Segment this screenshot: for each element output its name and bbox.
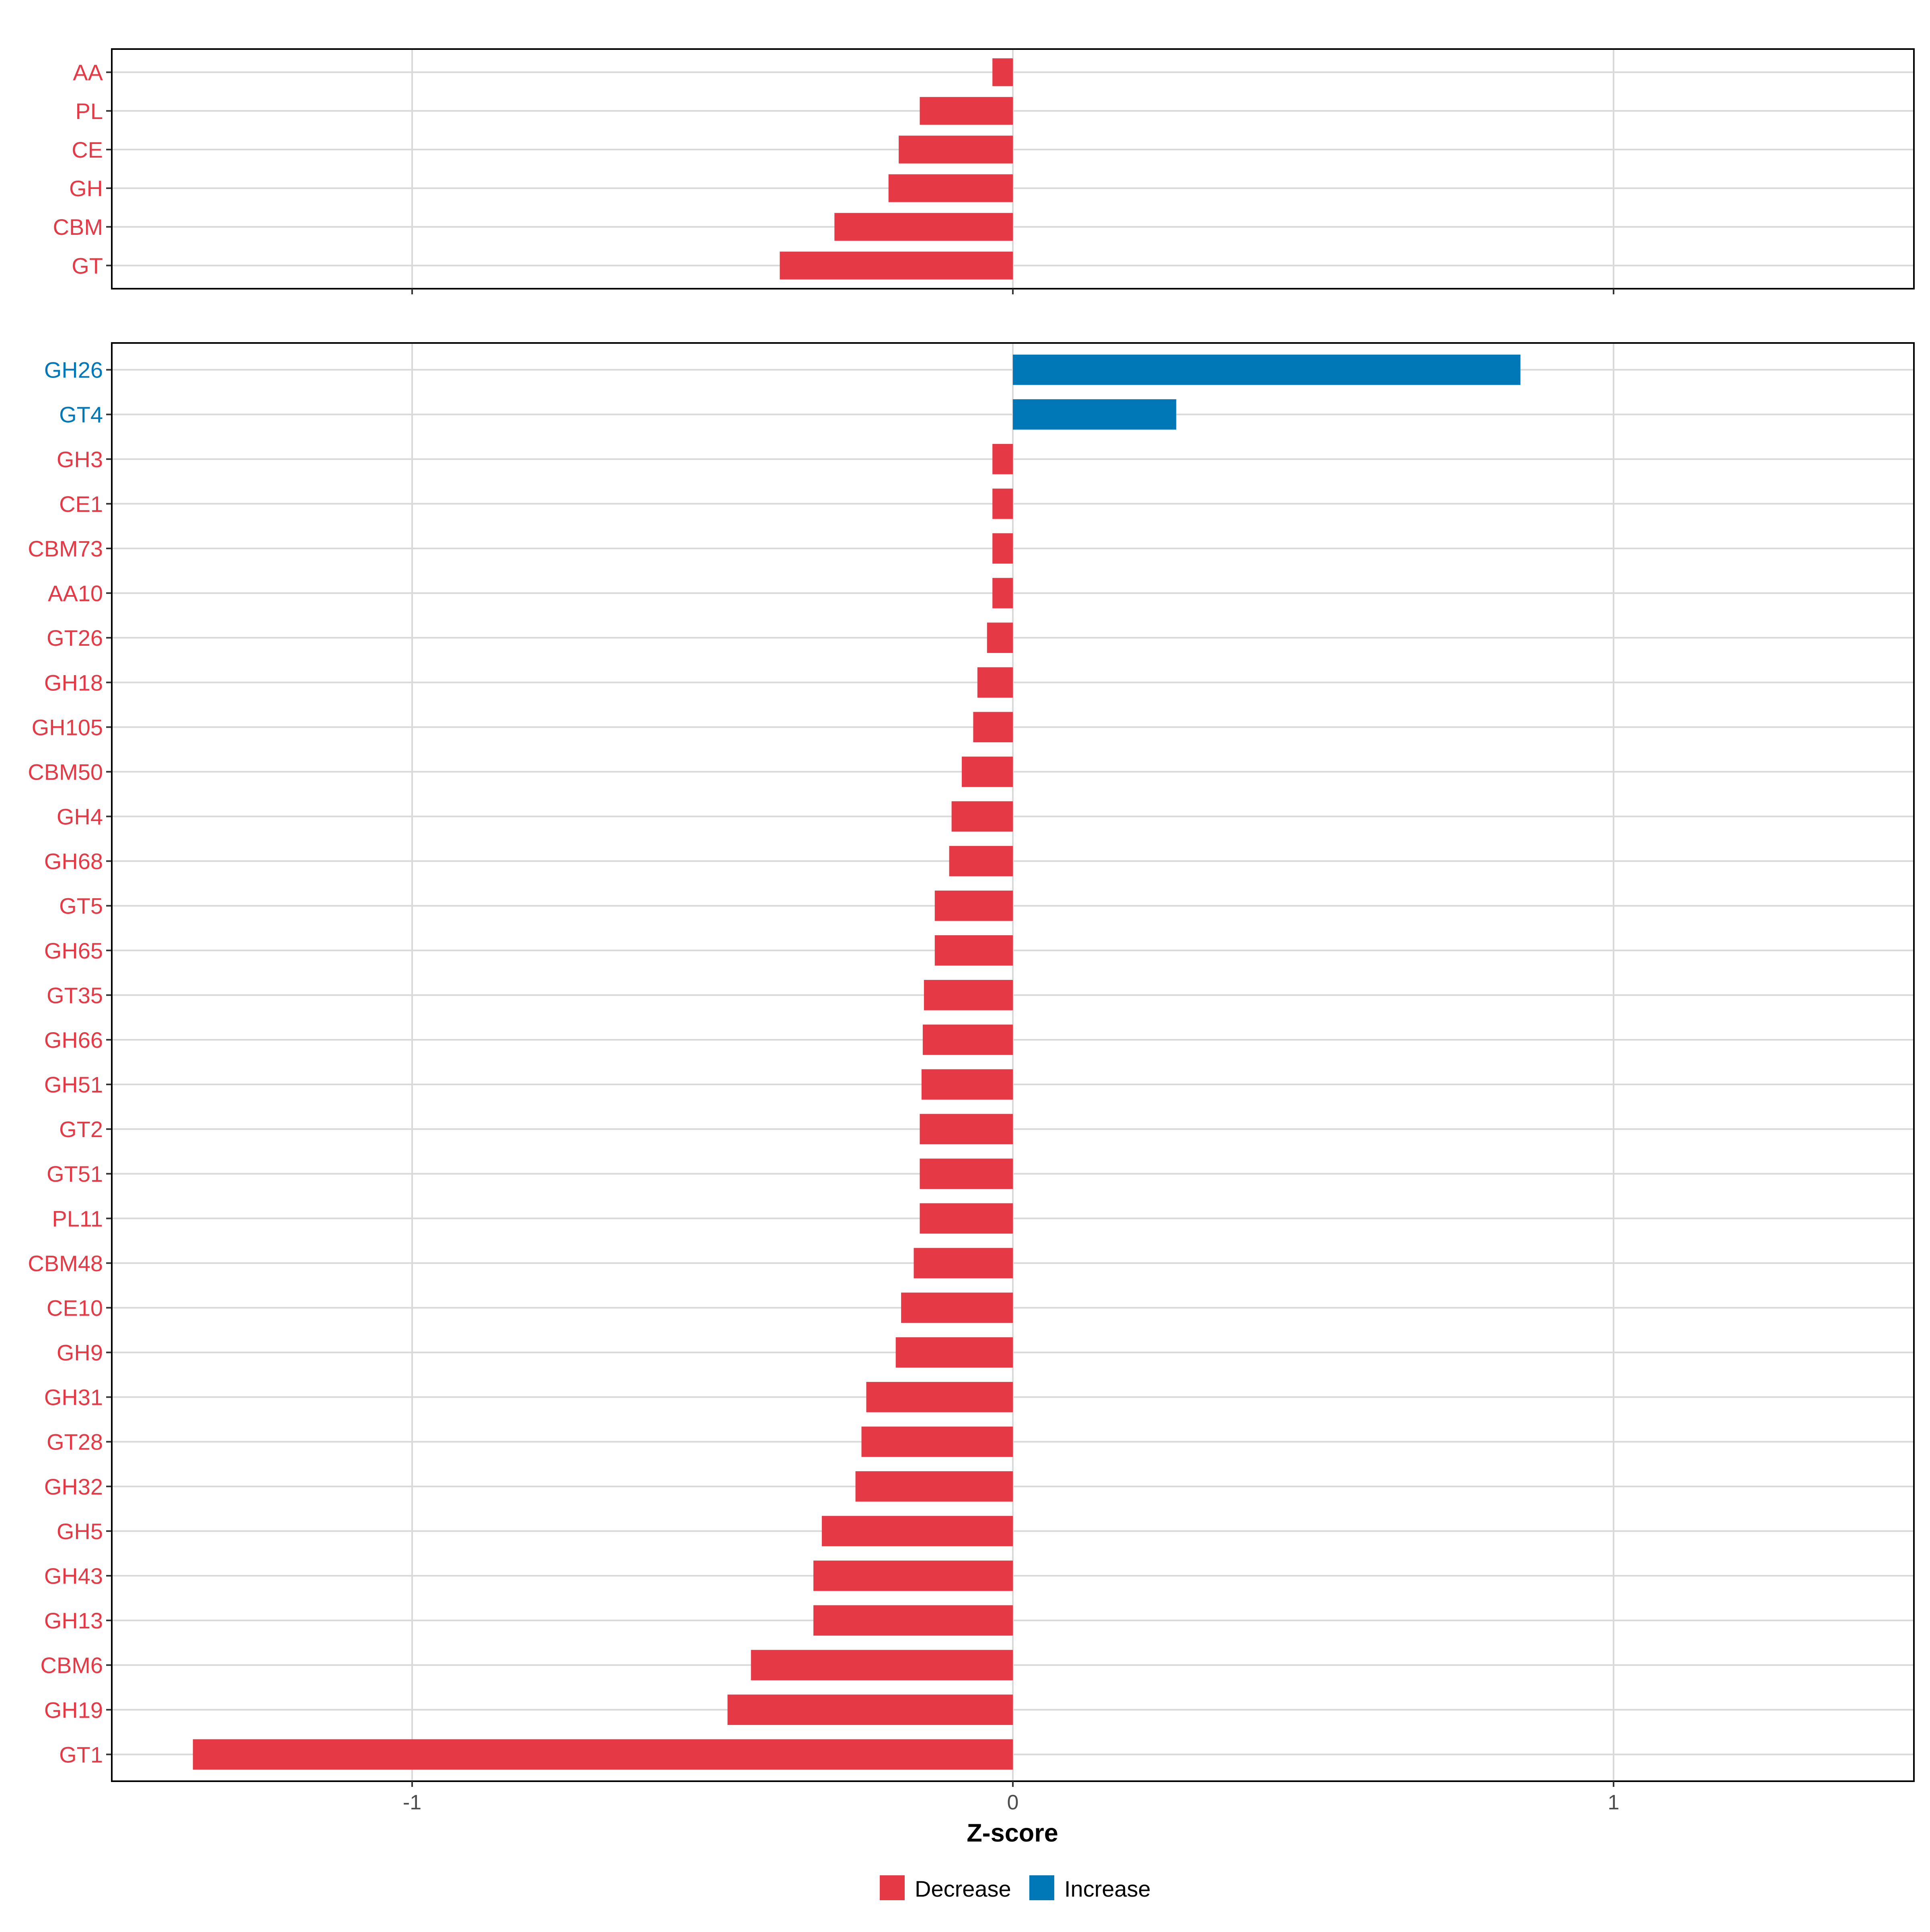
bottom-category-label: GT26	[47, 625, 103, 651]
top-category-label: AA	[73, 60, 103, 85]
bottom-bar-aa10	[992, 578, 1013, 608]
bottom-category-label: PL11	[52, 1206, 103, 1231]
bottom-category-label: GH65	[44, 938, 103, 963]
bottom-bar-gt35	[924, 980, 1013, 1010]
bottom-bar-gh5	[821, 1516, 1013, 1546]
bottom-category-label: GH19	[44, 1697, 103, 1723]
bottom-bar-gt5	[934, 890, 1013, 921]
bottom-bar-gh3	[992, 444, 1013, 474]
top-panel: AA PL CE GH CBM GT	[53, 48, 1915, 294]
top-bar-pl	[920, 97, 1013, 125]
bottom-bar-ce1	[992, 489, 1013, 519]
bottom-bar-gh32	[855, 1471, 1013, 1502]
bottom-category-label: GH68	[44, 849, 103, 874]
bottom-category-label: CBM73	[28, 536, 103, 561]
bottom-category-label: GH31	[44, 1385, 103, 1410]
bottom-category-label: CBM50	[28, 759, 103, 784]
bottom-bar-gh43	[813, 1560, 1013, 1591]
top-bar-ce	[899, 136, 1013, 164]
bottom-category-label: GH4	[57, 804, 103, 829]
bottom-bar-gh18	[977, 667, 1013, 698]
top-bar-gh	[888, 174, 1013, 202]
bottom-bar-cbm6	[751, 1650, 1013, 1680]
x-axis-title: Z-score	[967, 1819, 1058, 1847]
bottom-bar-gh105	[973, 712, 1013, 743]
bottom-category-label: CBM6	[40, 1653, 103, 1678]
bottom-category-label: GH9	[57, 1340, 103, 1365]
bottom-category-label: GH5	[57, 1519, 103, 1544]
bottom-bar-gt51	[920, 1158, 1013, 1189]
bottom-category-label: GT35	[47, 983, 103, 1008]
bottom-bar-cbm73	[992, 533, 1013, 564]
bottom-bar-gh9	[895, 1337, 1013, 1368]
bottom-bar-gh68	[949, 846, 1013, 877]
bottom-category-label: GH13	[44, 1608, 103, 1633]
bottom-bar-gh13	[813, 1605, 1013, 1636]
bottom-bar-gh31	[866, 1382, 1013, 1413]
bottom-bar-gh51	[921, 1069, 1013, 1100]
top-bar-aa	[992, 58, 1013, 86]
bottom-category-label: GH26	[44, 357, 103, 383]
bottom-category-label: GH105	[32, 714, 103, 740]
x-tick-label: 0	[1007, 1791, 1019, 1814]
bottom-bar-gh66	[922, 1025, 1013, 1055]
bottom-bar-gh4	[951, 801, 1013, 832]
bottom-category-label: GT51	[47, 1161, 103, 1187]
legend-label-increase: Increase	[1064, 1876, 1151, 1901]
bottom-bar-gt28	[861, 1426, 1013, 1457]
bottom-category-label: CE1	[59, 491, 103, 517]
bottom-category-label: GT5	[59, 893, 103, 919]
bottom-bar-cbm48	[914, 1248, 1013, 1279]
legend-label-decrease: Decrease	[915, 1876, 1011, 1901]
bottom-category-label: AA10	[48, 581, 103, 606]
bottom-bar-gt1	[193, 1739, 1013, 1770]
bottom-bar-gt4	[1013, 399, 1176, 430]
top-bar-cbm	[834, 213, 1013, 241]
legend-swatch-increase	[1029, 1875, 1054, 1900]
bottom-panel: GH26 GT4 GH3 CE1 CBM73 AA10 GT26 GH18 GH105 CBM50…	[28, 342, 1915, 1814]
bottom-category-label: GH51	[44, 1072, 103, 1097]
bottom-bar-pl11	[920, 1203, 1013, 1234]
top-category-label: CE	[72, 137, 103, 162]
bottom-category-label: GT28	[47, 1429, 103, 1455]
bottom-bar-gh26	[1013, 354, 1521, 385]
top-category-label: GH	[69, 176, 103, 201]
bottom-category-label: CBM48	[28, 1250, 103, 1276]
legend: Decrease Increase	[880, 1875, 1151, 1901]
x-tick-label: 1	[1608, 1791, 1620, 1814]
bottom-category-label: GT1	[59, 1742, 103, 1767]
top-category-label: GT	[72, 253, 103, 278]
bottom-category-label: GH43	[44, 1563, 103, 1589]
bottom-category-label: CE10	[47, 1295, 103, 1320]
legend-swatch-decrease	[880, 1875, 905, 1900]
bottom-bar-cbm50	[962, 756, 1013, 787]
bottom-category-label: GT2	[59, 1117, 103, 1142]
top-category-label: CBM	[53, 214, 103, 240]
bottom-category-label: GH66	[44, 1027, 103, 1053]
top-bar-gt	[780, 251, 1013, 279]
bottom-category-label: GT4	[59, 402, 103, 427]
bottom-bar-gt26	[987, 622, 1013, 653]
top-category-label: PL	[76, 99, 103, 124]
bottom-bar-gt2	[920, 1114, 1013, 1144]
x-tick-label: -1	[403, 1791, 421, 1814]
bottom-bar-gh19	[727, 1694, 1013, 1725]
bottom-category-label: GH32	[44, 1474, 103, 1499]
bottom-bar-ce10	[901, 1292, 1013, 1323]
bottom-category-label: GH18	[44, 670, 103, 695]
bottom-category-label: GH3	[57, 447, 103, 472]
bottom-bar-gh65	[934, 935, 1013, 966]
